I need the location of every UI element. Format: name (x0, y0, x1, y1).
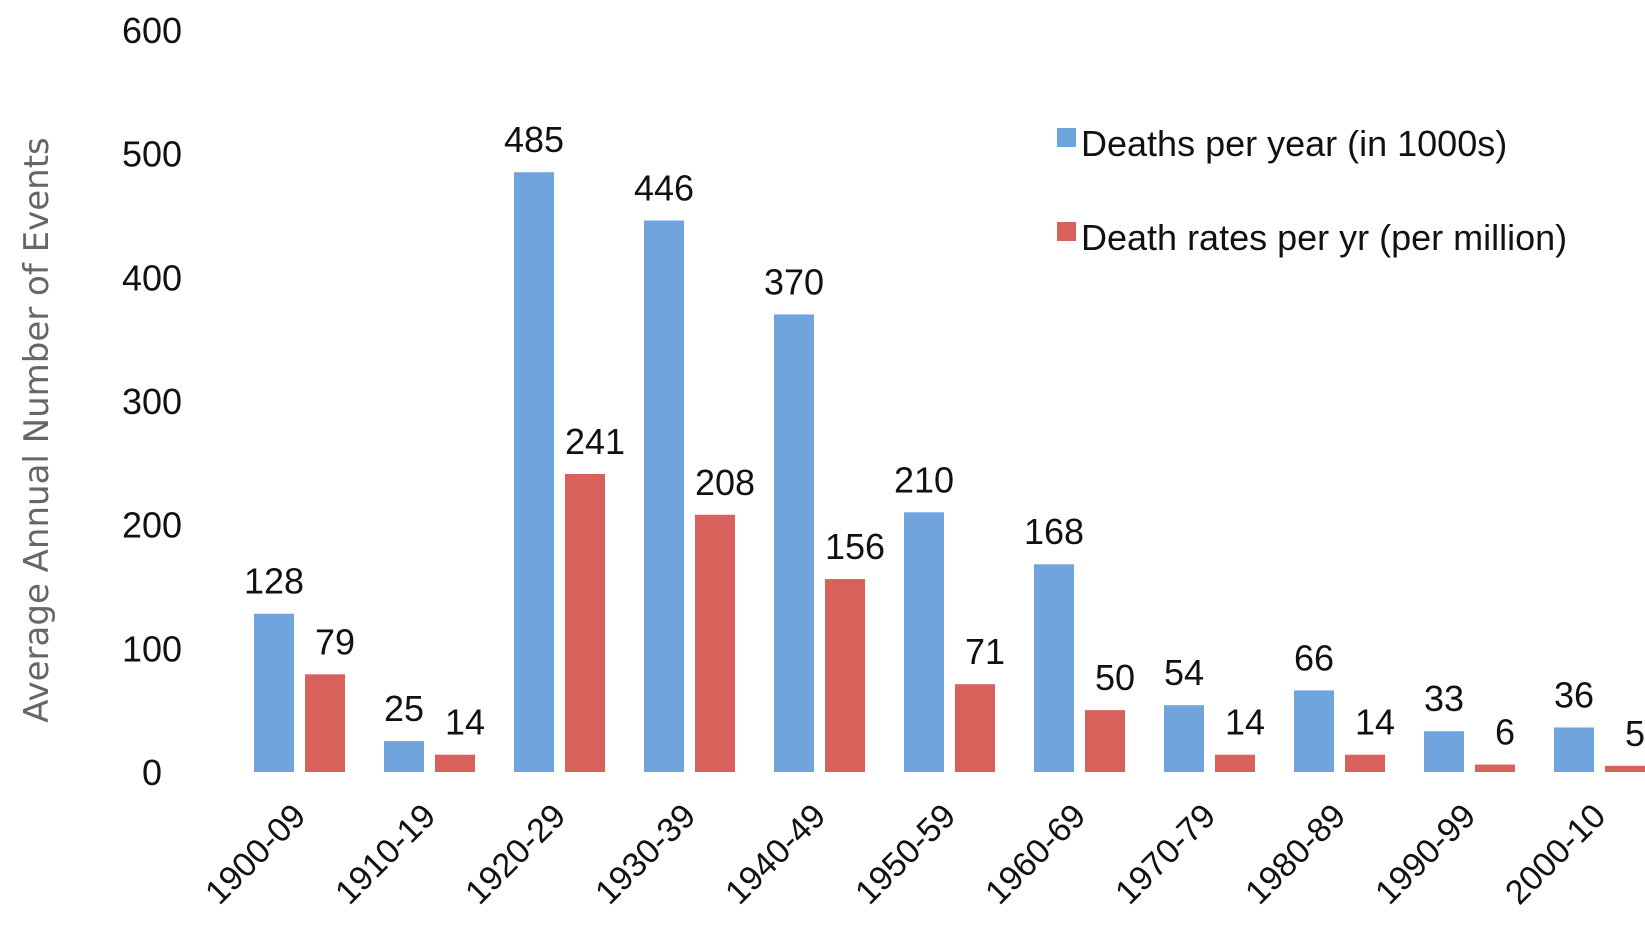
x-tick-label-1990-99: 1990-99 (1368, 797, 1483, 912)
data-label-death-rate-1920-29: 241 (565, 421, 625, 462)
x-tick-label-1950-59: 1950-59 (848, 797, 963, 912)
bar-deaths-1930-39 (644, 220, 684, 773)
data-label-deaths-1900-09: 128 (244, 561, 304, 602)
legend-swatch-deaths (1057, 128, 1076, 147)
bar-deaths-1970-79 (1164, 705, 1204, 772)
y-tick-label-100: 100 (122, 628, 182, 669)
y-axis-title-group: Average Annual Number of Events (17, 137, 57, 723)
x-tick-label-1940-49: 1940-49 (718, 797, 833, 912)
data-label-deaths-1940-49: 370 (764, 261, 824, 302)
data-label-death-rate-1960-69: 50 (1095, 657, 1135, 698)
data-label-deaths-1950-59: 210 (894, 459, 954, 500)
data-label-deaths-1990-99: 33 (1424, 678, 1464, 719)
data-label-deaths-1920-29: 485 (504, 119, 564, 160)
bar-death-rate-1950-59 (955, 684, 995, 772)
y-tick-label-600: 600 (122, 10, 182, 51)
data-label-deaths-1910-19: 25 (384, 688, 424, 729)
bar-deaths-1900-09 (254, 613, 294, 772)
data-label-death-rate-1990-99: 6 (1495, 712, 1515, 753)
y-axis-title: Average Annual Number of Events (17, 137, 57, 723)
bar-deaths-1950-59 (904, 512, 944, 772)
data-label-death-rate-1940-49: 156 (825, 526, 885, 567)
y-axis-ticks: 0 100 200 300 400 500 600 (122, 10, 182, 793)
bars (254, 172, 1645, 773)
bar-deaths-1920-29 (514, 172, 554, 772)
bar-death-rate-1930-39 (695, 514, 735, 772)
legend-label-deaths: Deaths per year (in 1000s) (1081, 123, 1507, 164)
y-tick-label-300: 300 (122, 381, 182, 422)
data-label-death-rate-1980-89: 14 (1355, 702, 1395, 743)
data-label-death-rate-1910-19: 14 (445, 702, 485, 743)
bar-death-rate-1940-49 (825, 579, 865, 772)
bar-death-rate-1910-19 (435, 754, 475, 772)
y-tick-label-500: 500 (122, 134, 182, 175)
x-tick-label-1930-39: 1930-39 (588, 797, 703, 912)
legend: Deaths per year (in 1000s) Death rates p… (1057, 123, 1567, 258)
y-tick-label-400: 400 (122, 257, 182, 298)
data-label-deaths-2000-10: 36 (1554, 674, 1594, 715)
legend-item-deaths: Deaths per year (in 1000s) (1057, 123, 1507, 164)
x-tick-label-1920-29: 1920-29 (458, 797, 573, 912)
bar-deaths-1960-69 (1034, 564, 1074, 772)
y-tick-label-0: 0 (142, 752, 162, 793)
bar-deaths-1980-89 (1294, 690, 1334, 772)
legend-swatch-death-rates (1057, 222, 1076, 241)
data-label-death-rate-1950-59: 71 (965, 631, 1005, 672)
bar-death-rate-1970-79 (1215, 754, 1255, 772)
x-tick-label-1960-69: 1960-69 (978, 797, 1093, 912)
bar-deaths-1990-99 (1424, 731, 1464, 772)
bar-deaths-1910-19 (384, 741, 424, 772)
bar-death-rate-1900-09 (305, 674, 345, 772)
bar-deaths-2000-10 (1554, 727, 1594, 772)
data-label-deaths-1970-79: 54 (1164, 652, 1204, 693)
x-axis-ticks: 1900-09 1910-19 1920-29 1930-39 1940-49 1950-… (198, 797, 1613, 912)
y-tick-label-200: 200 (122, 505, 182, 546)
bar-death-rate-1920-29 (565, 473, 605, 772)
legend-item-death-rates: Death rates per yr (per million) (1057, 217, 1567, 258)
legend-label-death-rates: Death rates per yr (per million) (1081, 217, 1567, 258)
bar-death-rate-1980-89 (1345, 754, 1385, 772)
data-label-death-rate-1900-09: 79 (315, 621, 355, 662)
x-tick-label-1910-19: 1910-19 (328, 797, 443, 912)
bar-death-rate-2000-10 (1605, 765, 1645, 772)
bar-death-rate-1990-99 (1475, 764, 1515, 772)
x-tick-label-1900-09: 1900-09 (198, 797, 313, 912)
bar-death-rate-1960-69 (1085, 710, 1125, 772)
data-label-deaths-1930-39: 446 (634, 167, 694, 208)
x-tick-label-1970-79: 1970-79 (1108, 797, 1223, 912)
x-tick-label-2000-10: 2000-10 (1498, 797, 1613, 912)
data-label-death-rate-1970-79: 14 (1225, 702, 1265, 743)
bar-deaths-1940-49 (774, 314, 814, 772)
data-label-deaths-1960-69: 168 (1024, 511, 1084, 552)
x-tick-label-1980-89: 1980-89 (1238, 797, 1353, 912)
data-label-death-rate-1930-39: 208 (695, 462, 755, 503)
data-label-deaths-1980-89: 66 (1294, 637, 1334, 678)
data-labels: 128 25 485 446 370 210 168 54 66 33 36 79 14 241 208 15… (244, 119, 1645, 754)
data-label-death-rate-2000-10: 5 (1625, 713, 1645, 754)
